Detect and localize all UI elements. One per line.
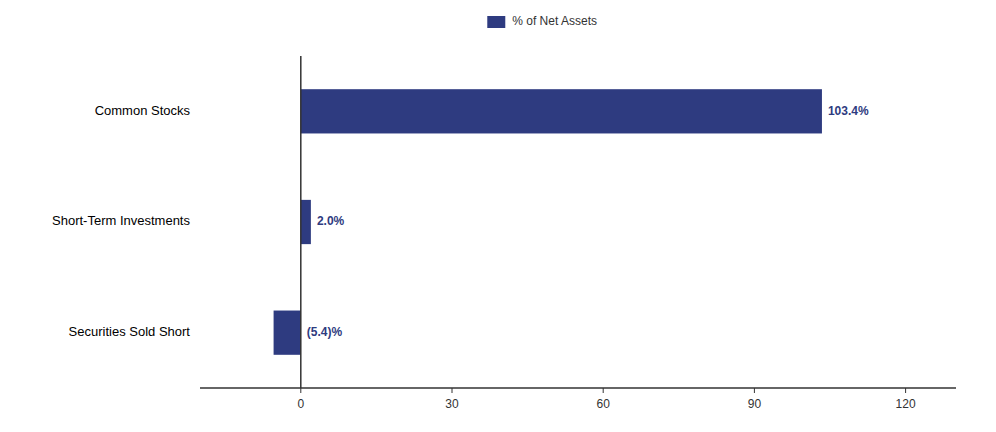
x-tick [603,388,604,393]
category-label: Short-Term Investments [52,213,190,228]
bar [274,311,301,355]
x-axis-line [200,387,956,389]
legend-swatch [487,16,505,28]
category-label: Common Stocks [95,103,191,118]
legend-label: % of Net Assets [512,14,597,28]
bar [301,200,311,244]
bars [274,89,822,355]
x-tick-label: 0 [297,397,304,411]
x-tick [300,388,301,393]
legend: % of Net Assets [487,14,597,28]
bar [301,89,822,133]
category-label: Securities Sold Short [69,324,191,339]
x-tick [754,388,755,393]
data-label: (5.4)% [307,325,343,339]
x-tick-label: 60 [597,397,611,411]
chart: 0 30 60 90 120 Common Stocks Short-Term Invest… [0,0,996,432]
x-tick-label: 90 [748,397,762,411]
x-tick-label: 120 [896,397,916,411]
x-tick [905,388,906,393]
zero-line [300,56,302,388]
x-tick [452,388,453,393]
data-label: 2.0% [317,214,345,228]
data-label: 103.4% [828,104,869,118]
x-tick-label: 30 [445,397,459,411]
